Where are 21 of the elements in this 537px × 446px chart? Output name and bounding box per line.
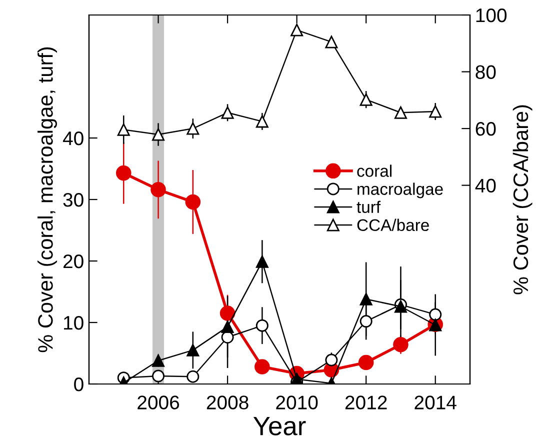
x-tick-label: 2012 (345, 396, 387, 410)
y2-tick-label: 60 (476, 122, 496, 136)
y-tick-label: 0 (74, 377, 84, 392)
x-tick-label: 2006 (138, 396, 180, 410)
y-tick-label: 10 (64, 316, 84, 330)
y-axis-title: % Cover (coral, macroalgae, turf) (38, 47, 57, 352)
legend-label: CCA/bare (357, 218, 429, 232)
y2-tick-label: 100 (476, 8, 507, 22)
x-tick-label: 2014 (414, 396, 456, 410)
y2-tick-label: 80 (476, 65, 496, 80)
y-tick-label: 40 (62, 131, 84, 146)
legend-label: turf (356, 200, 381, 213)
y2-tick-label: 40 (475, 178, 496, 193)
y2-axis-title: % Cover (CCA/bare) (512, 105, 532, 294)
y-tick-label: 30 (63, 192, 84, 207)
x-tick-label: 2008 (206, 396, 248, 410)
x-tick-label: 2010 (276, 396, 318, 410)
x-axis-title: Year (253, 416, 306, 436)
legend-label: coral (357, 164, 392, 177)
legend-label: macroalgae (358, 182, 443, 198)
y-tick-label: 20 (63, 254, 84, 268)
